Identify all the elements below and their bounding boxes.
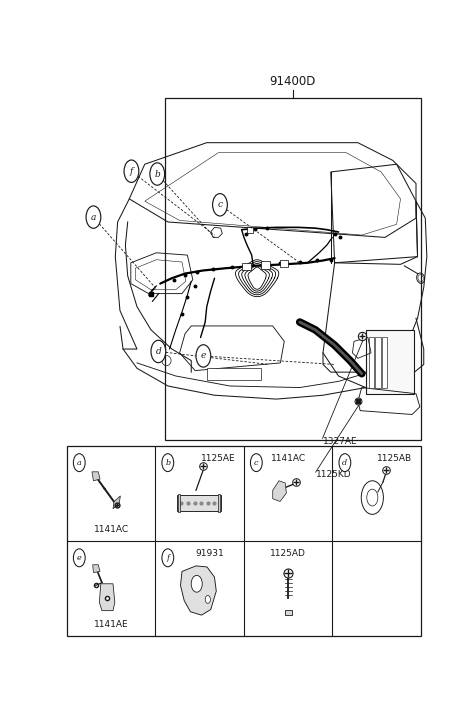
Text: 1141AC: 1141AC (94, 525, 129, 534)
Text: e: e (201, 351, 206, 361)
Text: 1141AC: 1141AC (271, 454, 306, 463)
Polygon shape (273, 481, 287, 502)
Circle shape (151, 340, 166, 363)
Text: 1125AE: 1125AE (201, 454, 236, 463)
Text: 1141AE: 1141AE (94, 620, 129, 629)
Circle shape (250, 454, 262, 472)
Circle shape (191, 575, 202, 593)
Text: 91931: 91931 (195, 550, 224, 558)
Text: f: f (166, 554, 169, 562)
Polygon shape (99, 584, 115, 611)
Text: d: d (342, 459, 347, 467)
FancyBboxPatch shape (177, 495, 221, 511)
FancyBboxPatch shape (368, 337, 374, 388)
Polygon shape (92, 472, 100, 481)
Text: 1327AE: 1327AE (323, 436, 358, 446)
FancyBboxPatch shape (382, 337, 387, 388)
Polygon shape (180, 566, 216, 615)
FancyBboxPatch shape (285, 609, 292, 615)
Polygon shape (93, 565, 100, 573)
Text: b: b (154, 169, 160, 179)
Text: c: c (218, 201, 222, 209)
Text: 1125KD: 1125KD (316, 470, 351, 479)
Circle shape (213, 193, 228, 216)
Text: a: a (91, 212, 96, 222)
Text: 91400D: 91400D (269, 76, 316, 89)
Text: b: b (165, 459, 170, 467)
FancyBboxPatch shape (242, 262, 251, 270)
Polygon shape (113, 496, 120, 509)
Text: d: d (156, 347, 161, 356)
Text: 1125AD: 1125AD (270, 550, 306, 558)
Circle shape (124, 160, 139, 182)
Circle shape (196, 345, 211, 367)
Circle shape (73, 454, 85, 472)
FancyBboxPatch shape (280, 260, 288, 267)
Circle shape (205, 595, 210, 603)
Circle shape (73, 549, 85, 567)
Circle shape (162, 454, 174, 472)
Circle shape (339, 454, 351, 472)
FancyBboxPatch shape (247, 228, 253, 233)
Text: f: f (130, 166, 133, 176)
FancyBboxPatch shape (178, 494, 180, 512)
Text: e: e (77, 554, 82, 562)
FancyBboxPatch shape (67, 446, 421, 636)
Circle shape (162, 549, 174, 567)
FancyBboxPatch shape (375, 337, 381, 388)
FancyBboxPatch shape (366, 330, 415, 394)
Circle shape (86, 206, 101, 228)
FancyBboxPatch shape (207, 369, 261, 379)
FancyBboxPatch shape (261, 261, 270, 269)
FancyBboxPatch shape (218, 494, 220, 512)
Text: 1125AB: 1125AB (377, 454, 412, 463)
Text: c: c (254, 459, 258, 467)
FancyBboxPatch shape (165, 98, 421, 440)
Circle shape (150, 163, 165, 185)
Text: a: a (77, 459, 82, 467)
